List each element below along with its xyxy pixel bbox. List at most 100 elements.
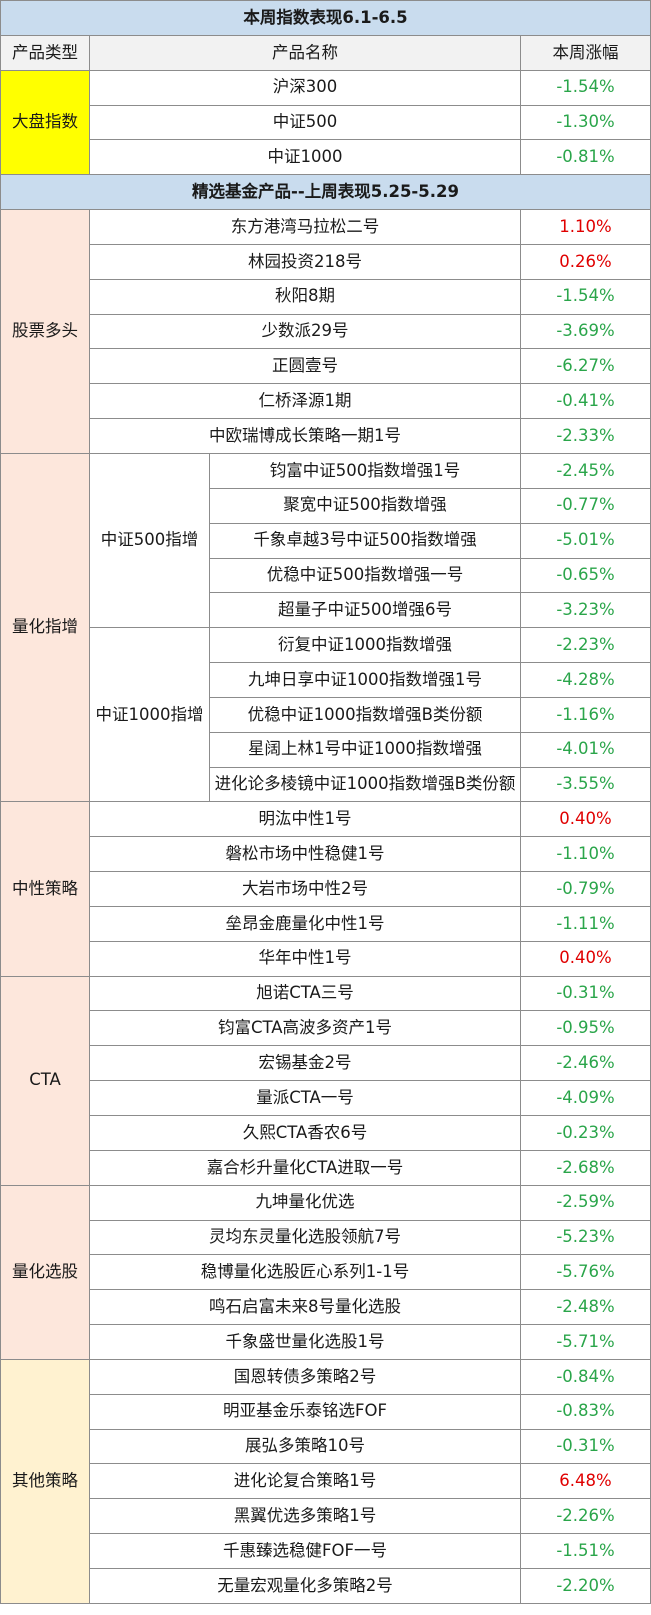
change-cell: -0.84% <box>520 1358 651 1395</box>
change-cell: -3.23% <box>520 592 651 629</box>
product-name-cell: 量派CTA一号 <box>89 1080 521 1116</box>
change-cell: -2.48% <box>520 1289 651 1326</box>
zz1000-subgroup-cell: 中证1000指增 <box>89 627 210 803</box>
change-cell: -2.68% <box>520 1149 651 1186</box>
product-name-cell: 优稳中证500指数增强一号 <box>209 557 521 594</box>
change-cell: -0.95% <box>520 1010 651 1047</box>
table-row: 华年中性1号 0.40% <box>1 940 651 977</box>
product-name-cell: 千惠臻选稳健FOF一号 <box>89 1533 521 1569</box>
table-row: 久熙CTA香农6号 -0.23% <box>1 1115 651 1151</box>
product-name-cell: 垒昂金鹿量化中性1号 <box>89 905 521 942</box>
table-row: 股票多头 东方港湾马拉松二号 1.10% <box>0 209 651 454</box>
product-name-cell: 钧富CTA高波多资产1号 <box>89 1010 521 1047</box>
table-row: 秋阳8期 -1.54% <box>1 278 651 315</box>
table-row: 聚宽中证500指数增强 -0.77% <box>1 487 651 524</box>
table-row: 优稳中证1000指数增强B类份额 -1.16% <box>1 696 651 733</box>
table-row: 正圆壹号 -6.27% <box>1 348 651 385</box>
product-name-cell: 灵均东灵量化选股领航7号 <box>89 1219 521 1256</box>
change-cell: -5.71% <box>520 1324 651 1360</box>
change-cell: -2.45% <box>520 452 651 489</box>
table-row: CTA 旭诺CTA三号 -0.31% <box>0 975 651 1186</box>
product-name-cell: 华年中性1号 <box>89 940 521 977</box>
product-name-cell: 聚宽中证500指数增强 <box>209 487 521 524</box>
change-cell: -3.55% <box>520 766 651 803</box>
product-name-cell: 大岩市场中性2号 <box>89 871 521 907</box>
product-name-cell: 衍复中证1000指数增强 <box>209 627 521 664</box>
product-name-cell: 明亚基金乐泰铭选FOF <box>89 1393 521 1430</box>
table-row: 少数派29号 -3.69% <box>1 313 651 350</box>
table-row: 钧富CTA高波多资产1号 -0.95% <box>1 1010 651 1047</box>
change-cell: -0.31% <box>520 1428 651 1465</box>
change-cell: -3.69% <box>520 313 651 350</box>
product-name-cell: 仁桥泽源1期 <box>89 383 521 420</box>
table-row: 无量宏观量化多策略2号 -2.20% <box>1 1567 651 1604</box>
product-name-cell: 中证1000 <box>89 139 521 176</box>
quant-stock-type-cell: 量化选股 <box>0 1184 90 1360</box>
product-name-cell: 稳博量化选股匠心系列1-1号 <box>89 1254 521 1291</box>
table-row: 鸣石启富未来8号量化选股 -2.48% <box>1 1289 651 1326</box>
table-row: 中证1000 -0.81% <box>1 139 651 176</box>
product-name-cell: 千象盛世量化选股1号 <box>89 1324 521 1360</box>
change-cell: -5.76% <box>520 1254 651 1291</box>
table-row: 展弘多策略10号 -0.31% <box>1 1428 651 1465</box>
index-header-row: 本周指数表现6.1-6.5 <box>0 0 651 36</box>
change-cell: -1.11% <box>520 905 651 942</box>
product-name-cell: 国恩转债多策略2号 <box>89 1358 521 1395</box>
change-cell: -0.81% <box>520 139 651 176</box>
change-cell: -1.30% <box>520 104 651 141</box>
change-cell: -2.26% <box>520 1498 651 1535</box>
change-cell: -4.09% <box>520 1080 651 1116</box>
product-name-cell: 钧富中证500指数增强1号 <box>209 452 521 489</box>
product-name-cell: 鸣石启富未来8号量化选股 <box>89 1289 521 1326</box>
table-row: 稳博量化选股匠心系列1-1号 -5.76% <box>1 1254 651 1291</box>
product-name-cell: 九坤日享中证1000指数增强1号 <box>209 662 521 698</box>
change-cell: -1.54% <box>520 69 651 106</box>
index-week-title: 本周指数表现6.1-6.5 <box>0 0 651 36</box>
table-row: 量派CTA一号 -4.09% <box>1 1080 651 1116</box>
product-name-cell: 磐松市场中性稳健1号 <box>89 836 521 873</box>
table-row: 大盘指数 沪深300 -1.54% <box>0 69 651 176</box>
change-cell: -6.27% <box>520 348 651 385</box>
change-cell: -2.23% <box>520 627 651 664</box>
product-name-cell: 宏锡基金2号 <box>89 1045 521 1082</box>
product-name-cell: 旭诺CTA三号 <box>89 975 521 1012</box>
table-row: 磐松市场中性稳健1号 -1.10% <box>1 836 651 873</box>
product-name-cell: 中证500 <box>89 104 521 141</box>
change-cell: -0.65% <box>520 557 651 594</box>
product-name-cell: 黑翼优选多策略1号 <box>89 1498 521 1535</box>
table-row: 嘉合杉升量化CTA进取一号 -2.68% <box>1 1149 651 1186</box>
change-cell: -1.16% <box>520 696 651 733</box>
change-cell: -4.28% <box>520 662 651 698</box>
neutral-strategy-type-cell: 中性策略 <box>0 801 90 977</box>
fund-week-title-row: 精选基金产品--上周表现5.25-5.29 <box>0 174 651 211</box>
table-row: 其他策略 国恩转债多策略2号 -0.84% <box>0 1358 651 1604</box>
table-row: 中欧瑞博成长策略一期1号 -2.33% <box>1 418 651 454</box>
product-name-cell: 正圆壹号 <box>89 348 521 385</box>
product-name-cell: 少数派29号 <box>89 313 521 350</box>
index-group-type-cell: 大盘指数 <box>0 69 90 176</box>
product-name-cell: 东方港湾马拉松二号 <box>89 209 521 245</box>
column-header-type: 产品类型 <box>0 34 90 71</box>
column-header-name: 产品名称 <box>89 34 521 71</box>
column-header-row: 产品类型 产品名称 本周涨幅 <box>0 34 651 71</box>
table-row: 优稳中证500指数增强一号 -0.65% <box>1 557 651 594</box>
change-cell: 1.10% <box>520 209 651 245</box>
quant-index-type-cell: 量化指增 <box>0 452 90 803</box>
table-row: 明亚基金乐泰铭选FOF -0.83% <box>1 1393 651 1430</box>
table-row: 九坤日享中证1000指数增强1号 -4.28% <box>1 662 651 698</box>
product-name-cell: 星阔上林1号中证1000指数增强 <box>209 731 521 768</box>
table-row: 灵均东灵量化选股领航7号 -5.23% <box>1 1219 651 1256</box>
change-cell: -5.01% <box>520 522 651 559</box>
change-cell: 0.26% <box>520 243 651 280</box>
table-row: 中证1000指增 衍复中证1000指数增强 -2.23% <box>1 627 651 803</box>
table-row: 进化论复合策略1号 6.48% <box>1 1463 651 1500</box>
change-cell: -1.10% <box>520 836 651 873</box>
change-cell: 0.40% <box>520 801 651 838</box>
other-strategy-type-cell: 其他策略 <box>0 1358 90 1604</box>
product-name-cell: 沪深300 <box>89 69 521 106</box>
product-name-cell: 无量宏观量化多策略2号 <box>89 1567 521 1604</box>
change-cell: 6.48% <box>520 1463 651 1500</box>
change-cell: -0.23% <box>520 1115 651 1151</box>
table-row: 千象盛世量化选股1号 -5.71% <box>1 1324 651 1360</box>
